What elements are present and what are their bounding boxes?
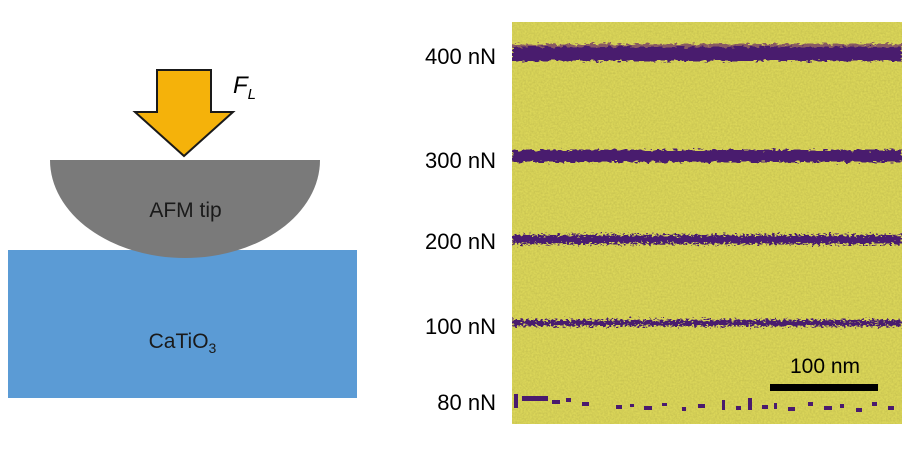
scale-bar-label: 100 nm: [789, 355, 861, 378]
written-line-400: [512, 44, 902, 61]
afm-image-drawing: [512, 22, 902, 424]
load-label-300: 300 nN: [425, 148, 496, 173]
force-arrow-icon: [132, 69, 236, 158]
scale-bar: [770, 384, 878, 391]
afm-schematic: FL AFM tip CaTiO3: [0, 0, 380, 448]
substrate-formula: CaTiO: [148, 330, 209, 353]
substrate-block: [8, 250, 357, 398]
load-label-80: 80 nN: [437, 390, 496, 415]
written-line-300: [512, 150, 902, 162]
tip-label: AFM tip: [149, 199, 222, 222]
load-label-200: 200 nN: [425, 229, 496, 254]
load-label-100: 100 nN: [425, 314, 496, 339]
afm-tip-shape: [50, 160, 320, 258]
force-symbol: F: [233, 72, 248, 99]
written-line-200: [512, 235, 902, 244]
substrate-subscript: 3: [208, 340, 217, 357]
written-line-80: [514, 394, 894, 412]
schematic-drawing: [8, 69, 357, 398]
afm-grain-texture: [512, 22, 902, 424]
substrate-label: CaTiO3: [8, 330, 357, 356]
force-subscript: L: [247, 85, 257, 103]
written-line-100: [512, 320, 902, 326]
force-label: FL: [233, 72, 256, 103]
load-label-400: 400 nN: [425, 44, 496, 69]
afm-image: [512, 22, 902, 424]
